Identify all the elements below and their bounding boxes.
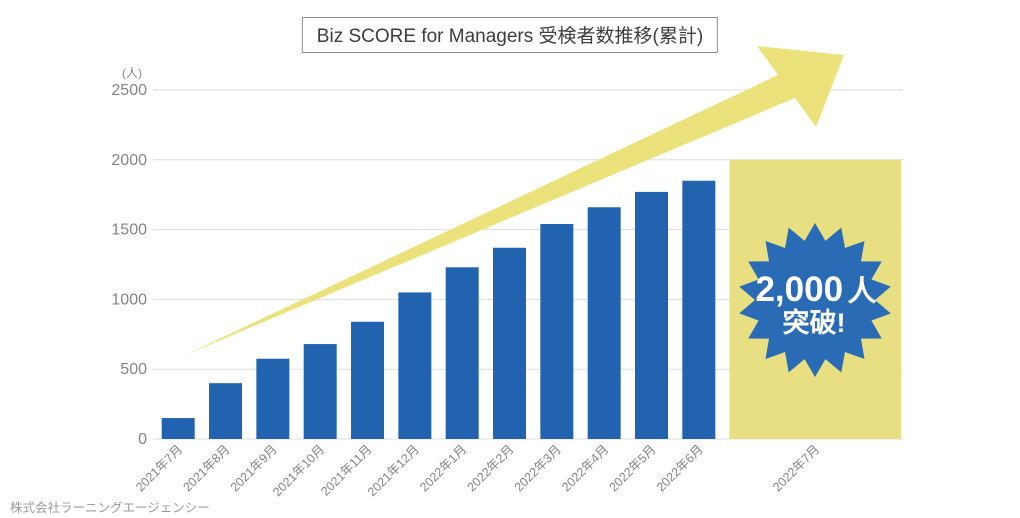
bar-2022年6月: [682, 180, 716, 440]
starburst-icon: [739, 223, 891, 377]
y-tick-label-2000: 2000: [111, 152, 147, 169]
y-tick-label-2500: 2500: [111, 82, 147, 99]
bar-2022年2月: [493, 247, 527, 439]
bar-2021年8月: [209, 383, 243, 439]
x-tick-label-2021年7月: 2021年7月: [133, 442, 185, 494]
company-credit: 株式会社ラーニングエージェンシー: [10, 501, 210, 515]
x-tick-label-2021年8月: 2021年8月: [180, 442, 232, 494]
x-tick-label-2022年5月: 2022年5月: [606, 442, 658, 494]
badge-number-unit: 人: [848, 275, 877, 308]
bar-series: [161, 159, 901, 440]
x-tick-label-2021年10月: 2021年10月: [270, 442, 327, 499]
bar-2021年10月: [303, 344, 337, 439]
badge-milestone-number: 2,000 人: [755, 270, 876, 309]
bar-2022年3月: [540, 224, 574, 439]
bar-2021年12月: [398, 292, 432, 439]
y-tick-label-1500: 1500: [111, 222, 147, 239]
growth-arrow-icon: [185, 46, 844, 355]
x-tick-label-2022年1月: 2022年1月: [417, 442, 469, 494]
bar-2022年4月: [587, 207, 621, 439]
y-tick-label-1000: 1000: [111, 291, 147, 308]
bar-2022年5月: [635, 191, 668, 439]
milestone-badge: 2,000 人 突破!: [739, 223, 891, 377]
y-tick-label-500: 500: [120, 361, 147, 378]
badge-number-text: 2,000: [755, 270, 843, 309]
x-tick-label-2021年12月: 2021年12月: [365, 442, 422, 499]
bar-2021年9月: [256, 358, 290, 439]
x-tick-label-2022年4月: 2022年4月: [559, 442, 611, 494]
x-tick-label-2022年6月: 2022年6月: [654, 442, 706, 494]
bar-2021年11月: [351, 321, 385, 439]
x-tick-label-2022年7月: 2022年7月: [770, 442, 822, 494]
chart-title: Biz SCORE for Managers 受検者数推移(累計): [301, 17, 719, 53]
y-tick-label-0: 0: [138, 431, 147, 448]
bar-2022年1月: [445, 267, 479, 439]
x-tick-label-2022年3月: 2022年3月: [512, 442, 564, 494]
y-axis-labels: 0 500 1000 1500 2000 2500 (人): [111, 66, 147, 448]
x-tick-label-2022年2月: 2022年2月: [464, 442, 516, 494]
bar-2021年7月: [161, 418, 195, 439]
badge-milestone-caption: 突破!: [783, 307, 846, 338]
x-axis-labels: 2021年7月2021年8月2021年9月2021年10月2021年11月202…: [133, 442, 822, 499]
y-axis-unit-label: (人): [122, 66, 142, 80]
